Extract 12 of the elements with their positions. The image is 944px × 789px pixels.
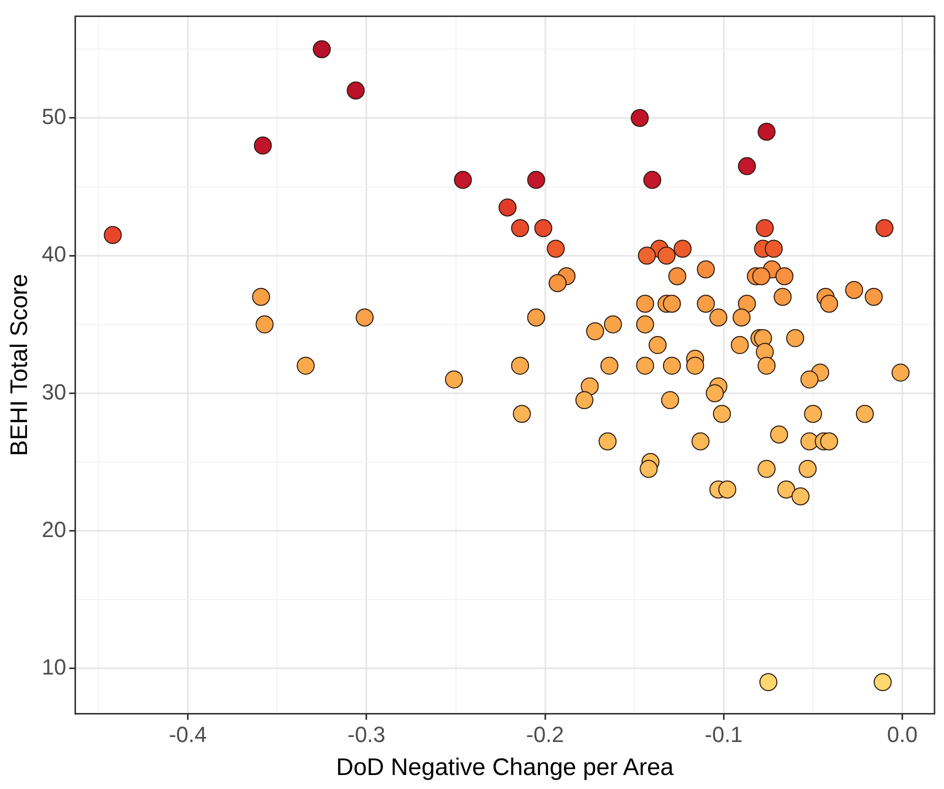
y-tick-label: 20 (42, 516, 66, 542)
y-tick-label: 10 (42, 654, 66, 680)
y-tick-label: 40 (42, 242, 66, 267)
x-tick-label: -0.1 (704, 722, 743, 748)
y-tick-label: 50 (42, 104, 66, 130)
x-axis-title: DoD Negative Change per Area (336, 754, 674, 782)
y-axis-title: BEHI Total Score (6, 274, 34, 456)
x-tick-label: 0.0 (887, 722, 918, 748)
x-tick-label: -0.4 (168, 722, 207, 748)
x-tick-label: -0.3 (347, 722, 386, 748)
y-tick-label: 30 (42, 379, 66, 404)
x-tick-label: -0.2 (526, 722, 564, 748)
